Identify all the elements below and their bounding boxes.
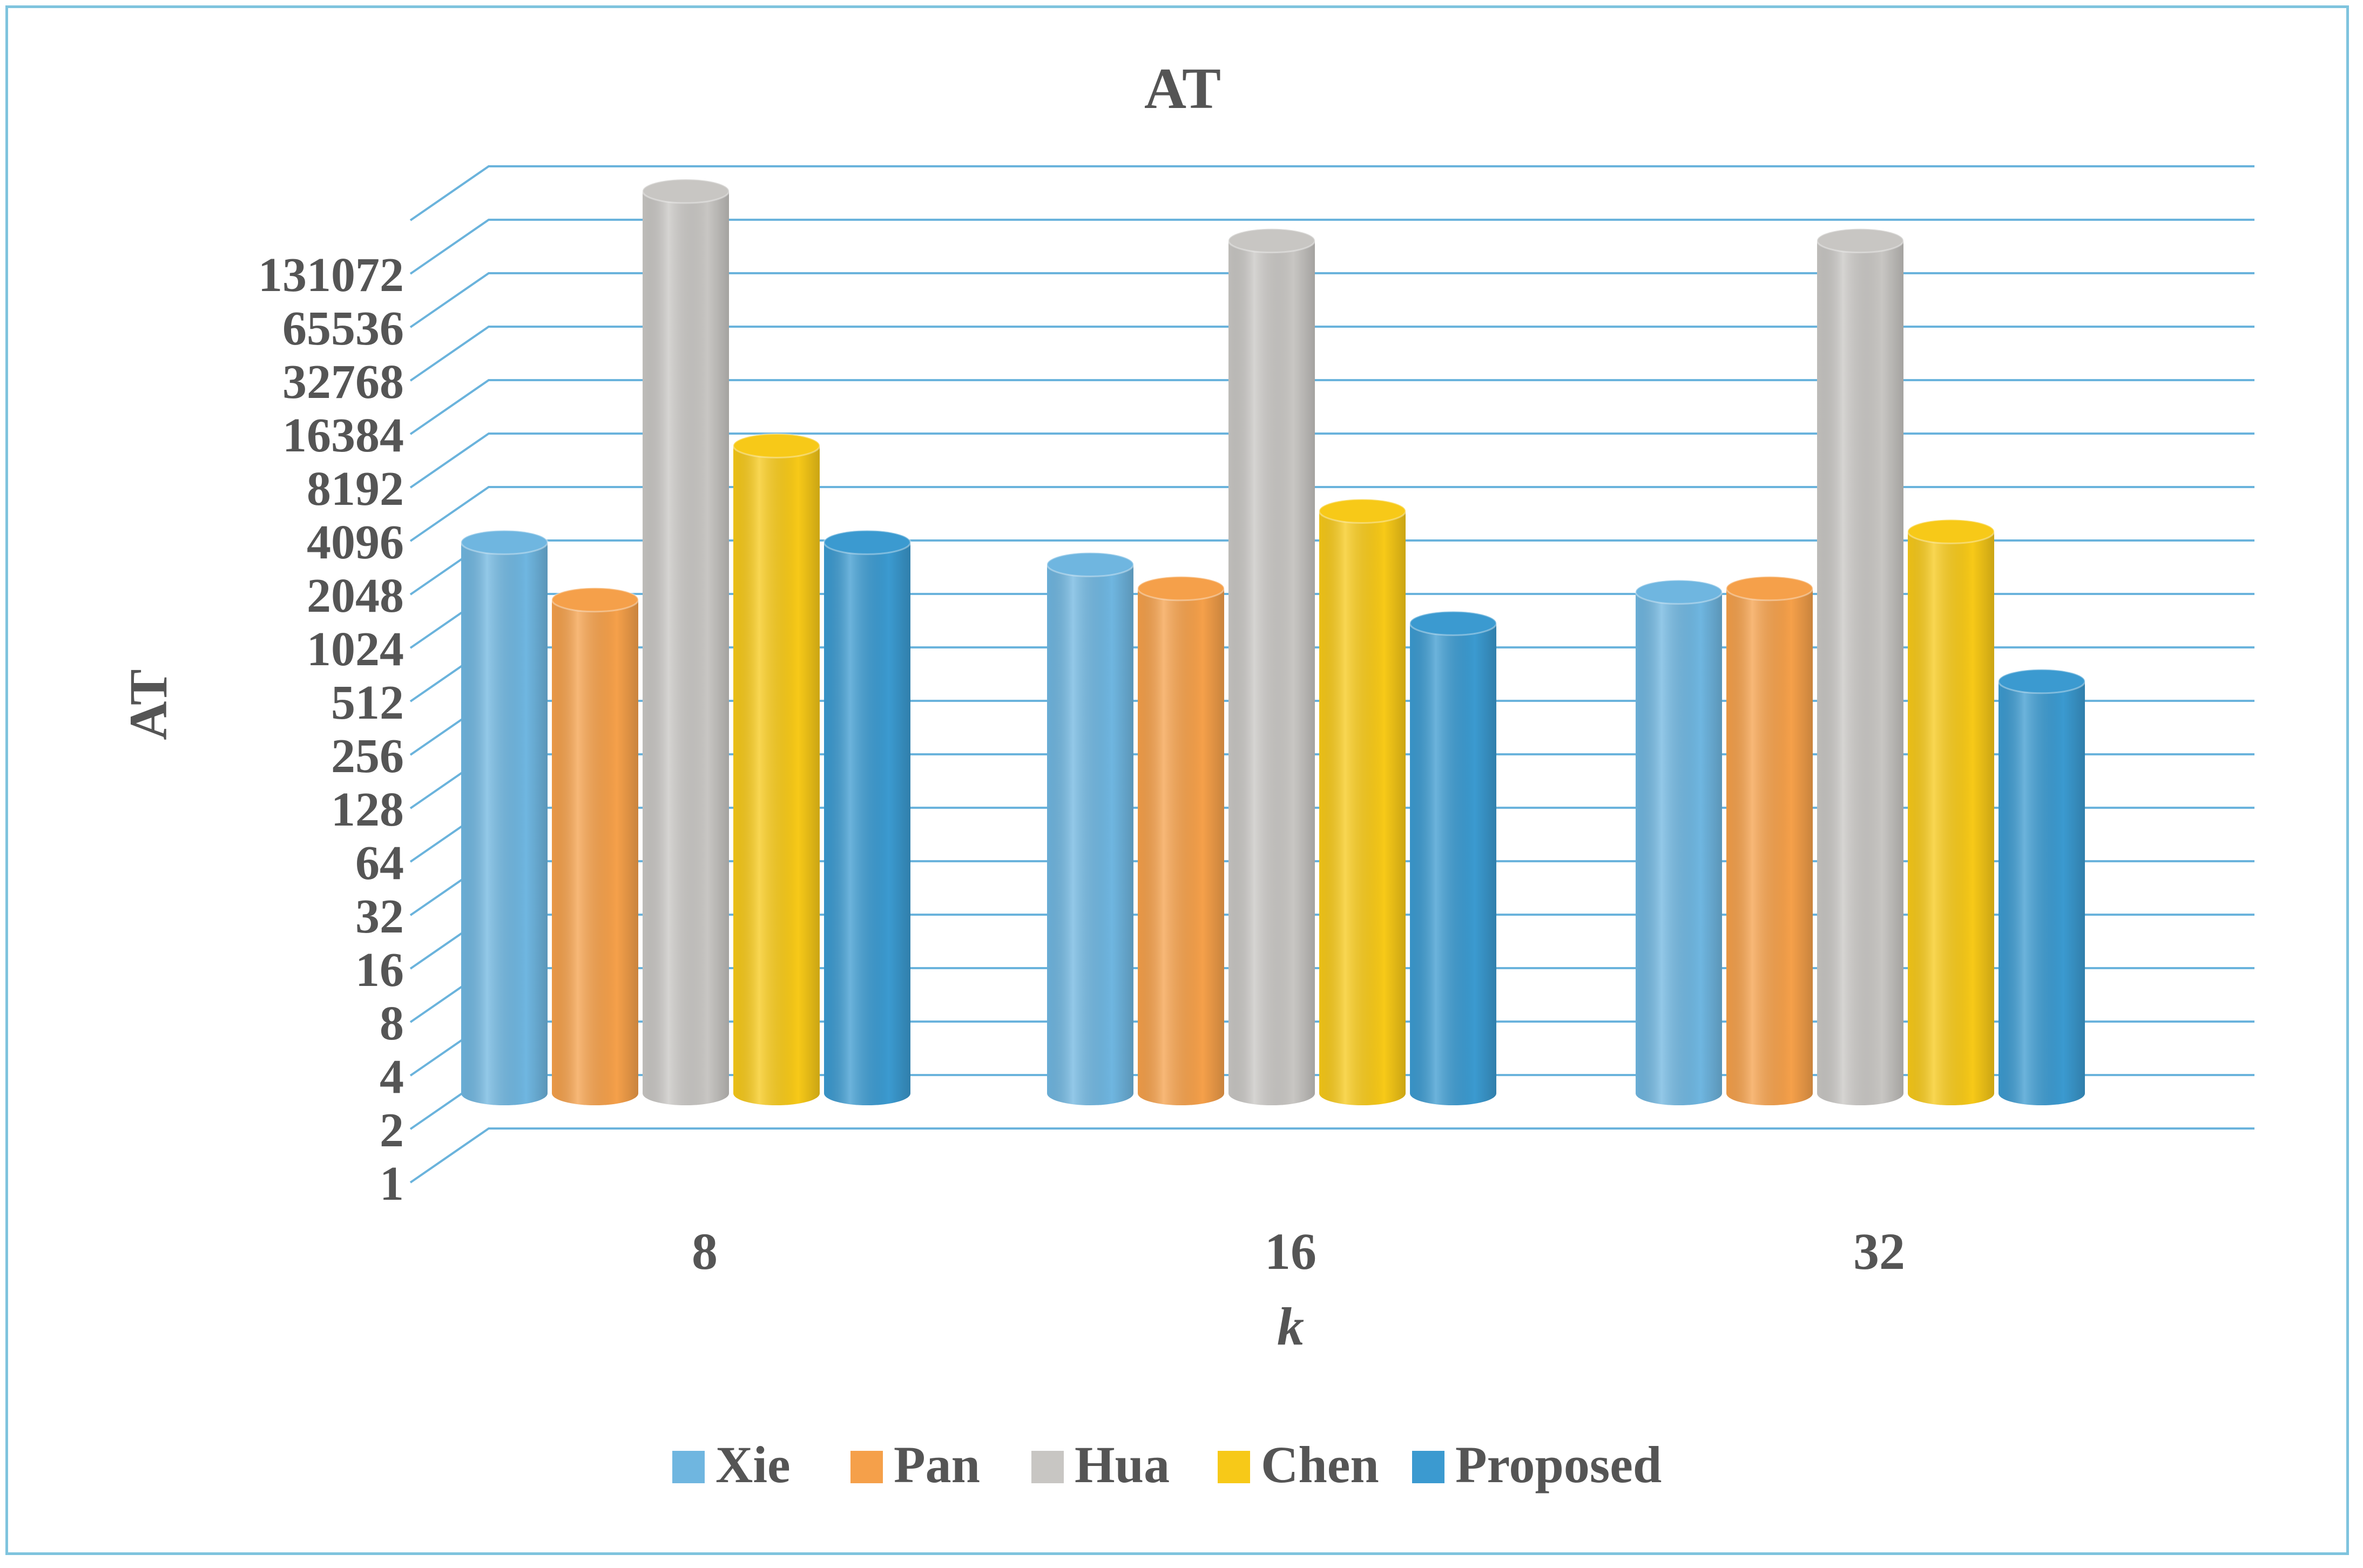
gridline xyxy=(409,272,2254,328)
y-tick-label: 16 xyxy=(355,943,404,997)
bar xyxy=(460,529,549,1105)
labels: AT AT k 12481632641282565121024204840968… xyxy=(118,57,1905,1356)
y-tick-label: 2 xyxy=(380,1104,404,1157)
bar xyxy=(1409,610,1497,1105)
y-tick-label: 131072 xyxy=(258,248,404,302)
bar xyxy=(1635,579,1723,1105)
bar xyxy=(551,587,639,1105)
gridline xyxy=(409,486,2254,542)
chart-title: AT xyxy=(1144,57,1221,121)
gridline xyxy=(409,1127,2254,1184)
x-tick-label: 32 xyxy=(1853,1222,1905,1280)
legend-label: Pan xyxy=(894,1436,980,1493)
legend-swatch xyxy=(1031,1451,1064,1483)
gridline xyxy=(409,326,2254,382)
legend-swatch xyxy=(850,1451,883,1483)
bar xyxy=(732,432,821,1105)
bar xyxy=(823,529,912,1105)
bar xyxy=(1816,228,1905,1105)
gridline xyxy=(409,432,2254,489)
legend-swatch xyxy=(1218,1451,1250,1483)
legend: Xie Pan Hua Chen Proposed xyxy=(672,1436,1662,1493)
y-tick-label: 128 xyxy=(331,783,404,836)
y-tick-label: 256 xyxy=(331,729,404,783)
gridline xyxy=(409,219,2254,275)
bar xyxy=(1907,518,1995,1106)
legend-label: Chen xyxy=(1261,1436,1379,1493)
y-axis-label: AT xyxy=(118,669,178,740)
bar xyxy=(1997,668,2086,1105)
legend-item: Chen xyxy=(1218,1436,1379,1493)
legend-label: Proposed xyxy=(1455,1436,1662,1493)
gridline xyxy=(409,165,2254,221)
legend-swatch xyxy=(1412,1451,1444,1483)
bar xyxy=(1227,228,1316,1105)
x-tick-label: 16 xyxy=(1265,1222,1316,1280)
bar xyxy=(642,178,730,1105)
y-tick-label: 32768 xyxy=(282,355,404,409)
bar xyxy=(1725,576,1814,1105)
y-tick-label: 4096 xyxy=(307,516,404,569)
y-tick-label: 1 xyxy=(380,1157,404,1211)
legend-item: Proposed xyxy=(1412,1436,1662,1493)
bar xyxy=(1046,551,1135,1105)
bars xyxy=(460,178,2086,1106)
y-tick-label: 8192 xyxy=(307,462,404,516)
x-tick-label: 8 xyxy=(692,1222,718,1280)
y-tick-label: 2048 xyxy=(307,569,404,623)
y-tick-label: 65536 xyxy=(282,302,404,355)
y-tick-label: 16384 xyxy=(282,409,404,462)
y-tick-label: 32 xyxy=(355,890,404,943)
legend-swatch xyxy=(672,1451,705,1483)
y-tick-label: 64 xyxy=(355,836,404,890)
x-axis-label: k xyxy=(1277,1296,1304,1356)
y-tick-label: 4 xyxy=(380,1050,404,1104)
bar xyxy=(1318,498,1407,1105)
y-tick-label: 1024 xyxy=(307,623,404,676)
legend-label: Xie xyxy=(715,1436,791,1493)
legend-item: Pan xyxy=(850,1436,980,1493)
y-tick-label: 8 xyxy=(380,997,404,1050)
legend-item: Xie xyxy=(672,1436,791,1493)
gridline xyxy=(409,379,2254,435)
legend-label: Hua xyxy=(1075,1436,1170,1493)
legend-item: Hua xyxy=(1031,1436,1170,1493)
y-tick-label: 512 xyxy=(331,676,404,729)
bar xyxy=(1137,576,1225,1105)
